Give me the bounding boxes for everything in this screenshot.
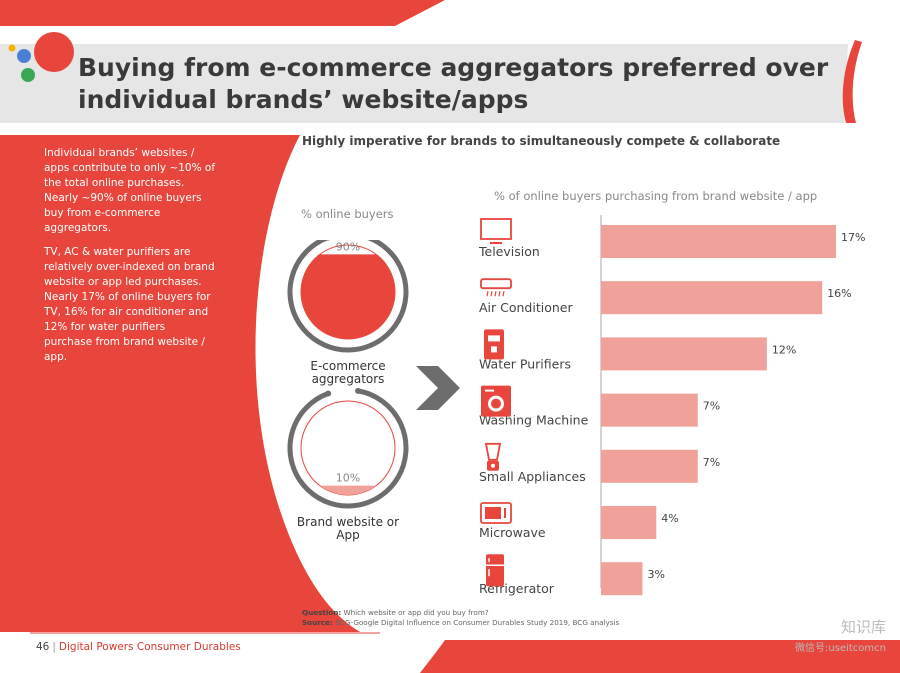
- watermark: 知识库 微信号:useitcomcn: [795, 616, 886, 654]
- bar-value-label: 7%: [703, 456, 720, 469]
- bar-television: [601, 225, 836, 258]
- insight-paragraph-1: Individual brands’ websites / apps contr…: [44, 146, 216, 236]
- bar-value-label: 12%: [772, 343, 796, 356]
- question-label: Question:: [302, 608, 341, 617]
- source-text: BCG-Google Digital Influence on Consumer…: [335, 618, 619, 627]
- insight-paragraph-2: TV, AC & water purifiers are relatively …: [44, 245, 216, 365]
- bar-water-purifiers: [601, 337, 767, 370]
- bar-small-appliances: [601, 450, 698, 483]
- bar-chart-title: % of online buyers purchasing from brand…: [494, 189, 874, 203]
- footnote: Question: Which website or app did you b…: [302, 608, 722, 628]
- page-footer: 46 | Digital Powers Consumer Durables: [36, 641, 241, 653]
- arc-end-dot: [355, 388, 361, 394]
- insight-text: Individual brands’ websites / apps contr…: [44, 146, 216, 374]
- page-number: 46: [36, 641, 49, 653]
- circle-fill-level: [301, 245, 395, 339]
- watermark-line-2: 微信号:useitcomcn: [795, 639, 886, 654]
- washing-machine-icon: [481, 386, 511, 417]
- bar-air-conditioner: [601, 281, 822, 314]
- chevron-arrow-icon: [414, 366, 462, 410]
- logo-dot-blue: [17, 49, 31, 63]
- bar-value-label: 4%: [661, 512, 678, 525]
- logo-dot-red: [34, 32, 74, 72]
- bar-value-label: 7%: [703, 400, 720, 413]
- footer-separator: |: [52, 641, 56, 653]
- category-label: Television: [478, 244, 540, 259]
- bar-value-label: 17%: [841, 231, 865, 244]
- bar-value-label: 16%: [827, 287, 851, 300]
- brand-website-label: Brand website or App: [288, 516, 408, 542]
- logo-dot-green: [21, 68, 35, 82]
- bar-microwave: [601, 506, 656, 539]
- page-title: Buying from e-commerce aggregators prefe…: [78, 52, 838, 116]
- circle-value-label: 90%: [336, 240, 360, 253]
- source-label: Source:: [302, 618, 333, 627]
- report-name: Digital Powers Consumer Durables: [59, 641, 241, 653]
- television-icon: [481, 219, 511, 243]
- chart-subtitle: Highly imperative for brands to simultan…: [302, 134, 862, 148]
- category-label: Small Appliances: [479, 469, 586, 484]
- question-text: Which website or app did you buy from?: [344, 608, 489, 617]
- bar-value-label: 3%: [647, 568, 664, 581]
- category-label: Microwave: [479, 525, 546, 540]
- bar-washing-machine: [601, 394, 698, 427]
- logo-dot-yellow: [9, 45, 16, 52]
- ecommerce-aggregators-label: E-commerce aggregators: [288, 360, 408, 386]
- circle-value-label: 10%: [336, 472, 360, 485]
- air-conditioner-icon: [481, 279, 511, 296]
- donut-chart-title: % online buyers: [301, 207, 394, 221]
- circle-0: 90%: [290, 240, 406, 350]
- category-label: Air Conditioner: [479, 300, 573, 315]
- bar-refrigerator: [601, 562, 642, 595]
- microwave-icon: [481, 503, 511, 523]
- watermark-line-1: 知识库: [795, 616, 886, 637]
- arc-end-dot: [325, 390, 331, 396]
- refrigerator-icon: [486, 554, 504, 586]
- circle-1: 10%: [290, 388, 406, 506]
- top-red-swoosh: [0, 0, 445, 26]
- water-purifier-icon: [484, 329, 504, 359]
- blender-icon: [486, 444, 500, 471]
